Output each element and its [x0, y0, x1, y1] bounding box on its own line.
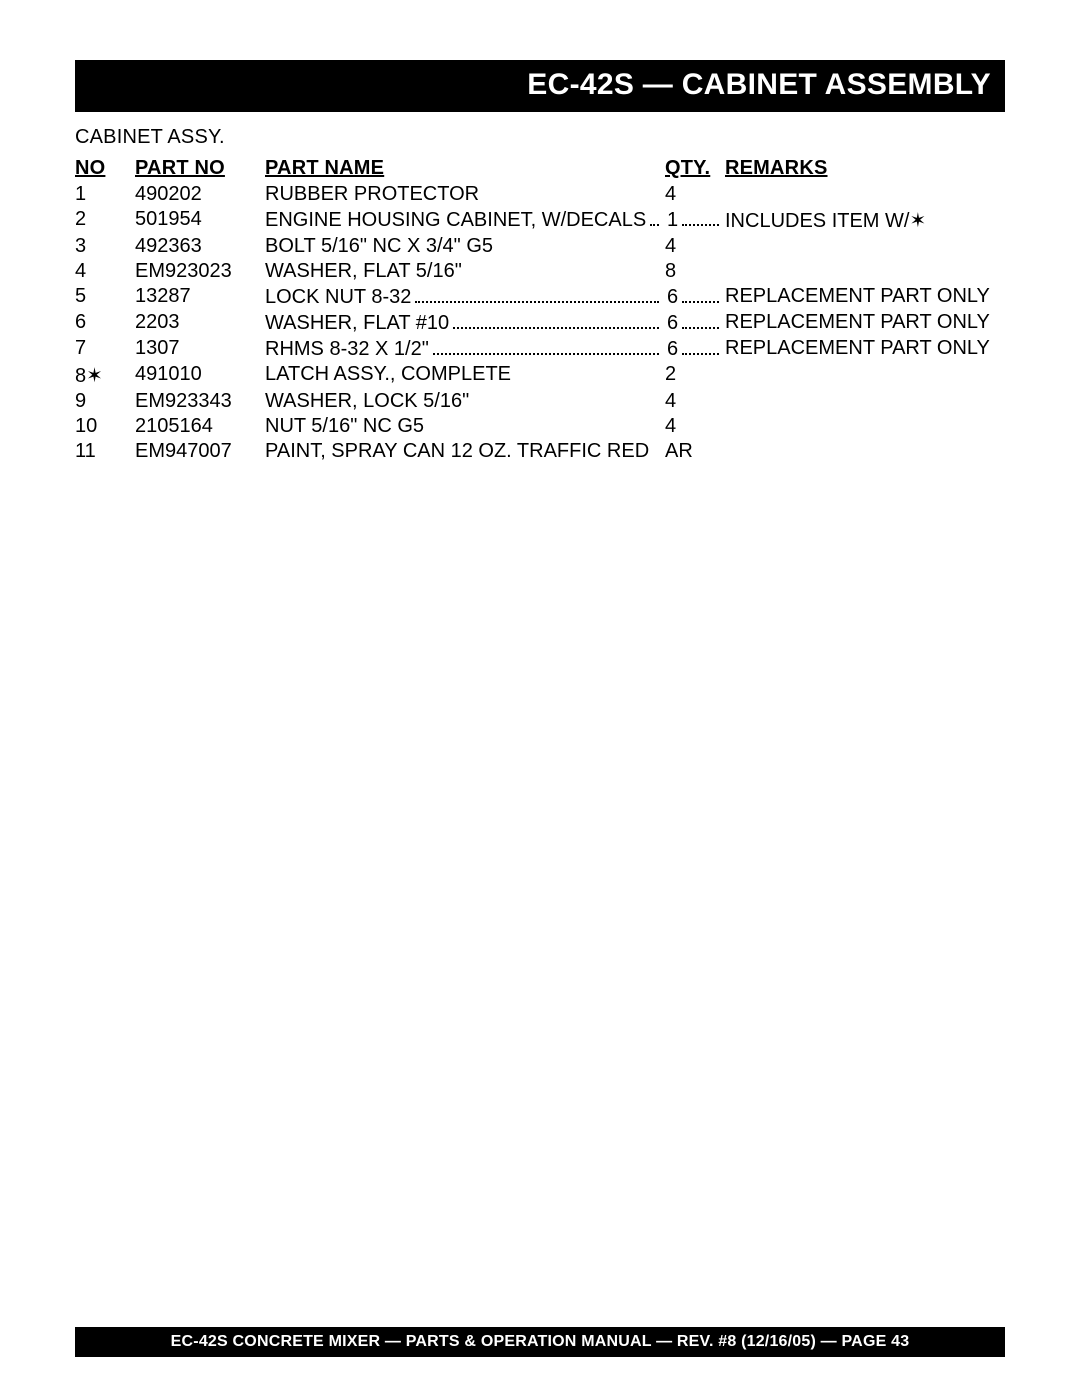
- cell-no: 9: [75, 389, 135, 414]
- table-row: 62203WASHER, FLAT #106REPLACEMENT PART O…: [75, 310, 1005, 336]
- cell-qty: 8: [665, 259, 725, 284]
- cell-qty: 4: [665, 389, 725, 414]
- cell-part-name: RUBBER PROTECTOR: [265, 182, 665, 207]
- col-header-no: NO: [75, 155, 135, 182]
- cell-part-no: 491010: [135, 362, 265, 389]
- table-row: 9EM923343WASHER, LOCK 5/16"4: [75, 389, 1005, 414]
- cell-part-name: LOCK NUT 8-32: [265, 284, 665, 310]
- col-header-part-no: PART NO: [135, 155, 265, 182]
- dot-leader: [453, 311, 659, 329]
- dot-leader: [682, 337, 719, 355]
- cell-no: 2: [75, 207, 135, 234]
- table-row: 1490202RUBBER PROTECTOR4: [75, 182, 1005, 207]
- cell-remarks: [725, 362, 1005, 389]
- subtitle: CABINET ASSY.: [75, 126, 1005, 149]
- title-bar: EC-42S — CABINET ASSEMBLY: [75, 60, 1005, 112]
- page: EC-42S — CABINET ASSEMBLY CABINET ASSY. …: [0, 0, 1080, 1397]
- table-header-row: NO PART NO PART NAME QTY. REMARKS: [75, 155, 1005, 182]
- cell-qty: 6: [665, 336, 725, 362]
- cell-part-no: EM947007: [135, 439, 265, 464]
- table-row: 2501954ENGINE HOUSING CABINET, W/DECALS1…: [75, 207, 1005, 234]
- cell-qty: 4: [665, 182, 725, 207]
- cell-remarks: [725, 234, 1005, 259]
- cell-part-no: EM923023: [135, 259, 265, 284]
- table-row: 8✶491010LATCH ASSY., COMPLETE2: [75, 362, 1005, 389]
- cell-remarks: [725, 439, 1005, 464]
- table-row: 513287LOCK NUT 8-326REPLACEMENT PART ONL…: [75, 284, 1005, 310]
- cell-no: 4: [75, 259, 135, 284]
- cell-remarks: [725, 182, 1005, 207]
- cell-qty: 6: [665, 310, 725, 336]
- dot-leader: [433, 337, 659, 355]
- cell-no: 10: [75, 414, 135, 439]
- cell-remarks: REPLACEMENT PART ONLY: [725, 284, 1005, 310]
- table-row: 4EM923023WASHER, FLAT 5/16"8: [75, 259, 1005, 284]
- cell-remarks: [725, 259, 1005, 284]
- cell-part-no: EM923343: [135, 389, 265, 414]
- cell-no: 1: [75, 182, 135, 207]
- cell-remarks: [725, 414, 1005, 439]
- cell-part-name: RHMS 8-32 X 1/2": [265, 336, 665, 362]
- cell-part-no: 2105164: [135, 414, 265, 439]
- cell-part-no: 1307: [135, 336, 265, 362]
- cell-qty: AR: [665, 439, 725, 464]
- cell-part-no: 490202: [135, 182, 265, 207]
- dot-leader: [650, 208, 659, 226]
- cell-part-no: 13287: [135, 284, 265, 310]
- footer-bar: EC-42S CONCRETE MIXER — PARTS & OPERATIO…: [75, 1327, 1005, 1357]
- cell-part-name: BOLT 5/16" NC X 3/4" G5: [265, 234, 665, 259]
- cell-part-name: PAINT, SPRAY CAN 12 OZ. TRAFFIC RED: [265, 439, 665, 464]
- cell-qty: 6: [665, 284, 725, 310]
- cell-part-name: LATCH ASSY., COMPLETE: [265, 362, 665, 389]
- table-row: 102105164NUT 5/16" NC G54: [75, 414, 1005, 439]
- dot-leader: [682, 285, 719, 303]
- cell-part-name: WASHER, LOCK 5/16": [265, 389, 665, 414]
- table-body: 1490202RUBBER PROTECTOR42501954ENGINE HO…: [75, 182, 1005, 464]
- cell-remarks: REPLACEMENT PART ONLY: [725, 336, 1005, 362]
- col-header-part-name: PART NAME: [265, 155, 665, 182]
- table-row: 3492363BOLT 5/16" NC X 3/4" G54: [75, 234, 1005, 259]
- dot-leader: [415, 285, 659, 303]
- parts-table: NO PART NO PART NAME QTY. REMARKS 149020…: [75, 155, 1005, 464]
- cell-remarks: REPLACEMENT PART ONLY: [725, 310, 1005, 336]
- cell-qty: 2: [665, 362, 725, 389]
- cell-qty: 4: [665, 234, 725, 259]
- cell-no: 11: [75, 439, 135, 464]
- cell-no: 5: [75, 284, 135, 310]
- cell-no: 6: [75, 310, 135, 336]
- cell-no: 7: [75, 336, 135, 362]
- cell-part-no: 501954: [135, 207, 265, 234]
- cell-no: 3: [75, 234, 135, 259]
- table-row: 11EM947007PAINT, SPRAY CAN 12 OZ. TRAFFI…: [75, 439, 1005, 464]
- col-header-remarks: REMARKS: [725, 155, 1005, 182]
- table-row: 71307RHMS 8-32 X 1/2"6REPLACEMENT PART O…: [75, 336, 1005, 362]
- dot-leader: [682, 311, 719, 329]
- dot-leader: [682, 208, 719, 226]
- cell-qty: 1: [665, 207, 725, 234]
- cell-remarks: INCLUDES ITEM W/✶: [725, 207, 1005, 234]
- cell-qty: 4: [665, 414, 725, 439]
- cell-part-name: WASHER, FLAT 5/16": [265, 259, 665, 284]
- cell-part-no: 2203: [135, 310, 265, 336]
- cell-part-name: ENGINE HOUSING CABINET, W/DECALS: [265, 207, 665, 234]
- cell-part-no: 492363: [135, 234, 265, 259]
- col-header-qty: QTY.: [665, 155, 725, 182]
- cell-remarks: [725, 389, 1005, 414]
- cell-no: 8✶: [75, 362, 135, 389]
- cell-part-name: WASHER, FLAT #10: [265, 310, 665, 336]
- cell-part-name: NUT 5/16" NC G5: [265, 414, 665, 439]
